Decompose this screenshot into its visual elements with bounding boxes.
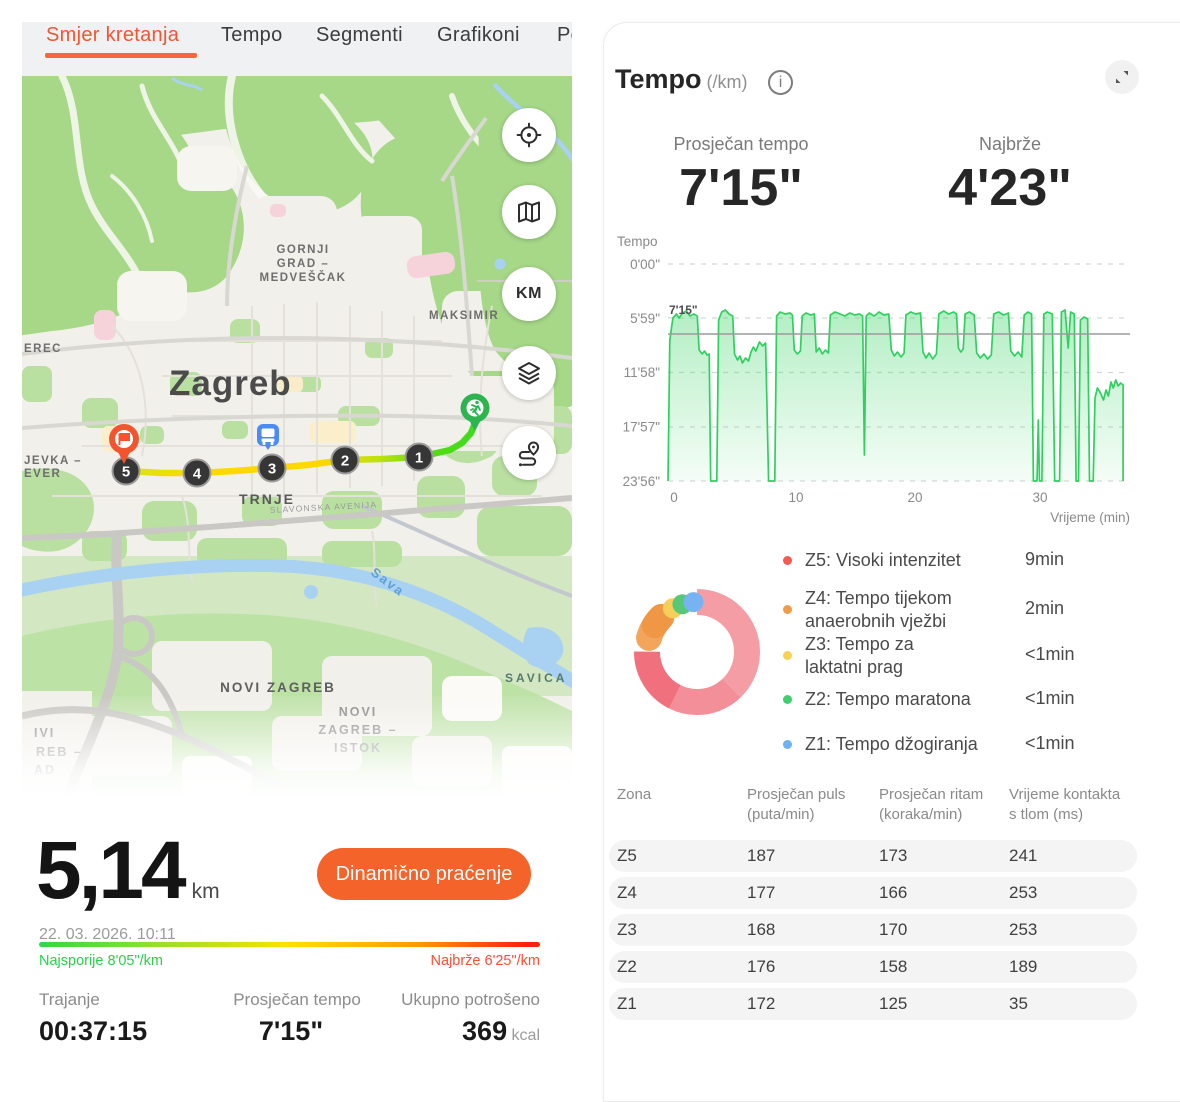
svg-text:MAKSIMIR: MAKSIMIR <box>429 310 499 322</box>
svg-text:2: 2 <box>341 453 349 470</box>
svg-text:EREC: EREC <box>24 343 62 355</box>
svg-text:1: 1 <box>415 450 423 467</box>
svg-text:10: 10 <box>788 490 803 505</box>
svg-text:Vrijeme (min): Vrijeme (min) <box>1050 510 1130 525</box>
svg-text:SAVICA: SAVICA <box>505 671 567 685</box>
svg-text:GRAD –: GRAD – <box>277 258 329 270</box>
svg-text:Zagreb: Zagreb <box>169 364 292 403</box>
svg-text:JEVKA –: JEVKA – <box>24 455 82 467</box>
svg-text:23'56": 23'56" <box>623 474 661 489</box>
svg-text:5: 5 <box>122 464 130 481</box>
svg-text:7'15": 7'15" <box>669 303 698 317</box>
svg-text:0'00": 0'00" <box>630 257 660 272</box>
svg-text:MEDVEŠČAK: MEDVEŠČAK <box>260 271 347 284</box>
svg-text:NOVI ZAGREB: NOVI ZAGREB <box>220 680 336 695</box>
svg-text:3: 3 <box>268 461 276 478</box>
svg-text:5'59": 5'59" <box>630 311 660 326</box>
svg-text:EVER: EVER <box>24 468 61 480</box>
svg-text:4: 4 <box>193 466 202 483</box>
svg-text:11'58": 11'58" <box>624 365 661 380</box>
svg-text:17'57": 17'57" <box>623 420 661 435</box>
svg-text:30: 30 <box>1032 490 1047 505</box>
svg-text:20: 20 <box>907 490 922 505</box>
svg-text:GORNJI: GORNJI <box>276 244 329 256</box>
svg-text:TRNJE: TRNJE <box>239 491 295 507</box>
svg-text:0: 0 <box>670 490 678 505</box>
svg-text:Tempo: Tempo <box>617 234 658 249</box>
